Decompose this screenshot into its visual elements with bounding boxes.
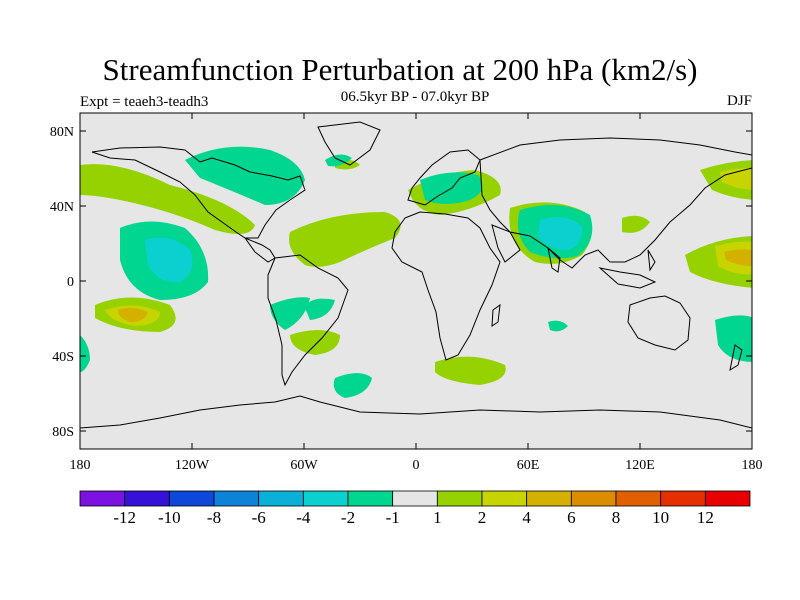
colorbar-swatch [526,490,572,507]
colorbar-labels: -12 -10 -8 -6 -4 -2 -1 1 2 4 6 8 10 12 [113,508,714,527]
lat-labels: 80N 40N 0 40S 80S [50,125,74,440]
chart-subtitle: 06.5kyr BP - 07.0kyr BP [340,89,490,105]
contour-neg1-neg2 [80,146,752,398]
lon-label-60w: 60W [290,458,318,473]
colorbar-swatch [481,490,528,507]
lon-labels: 180 120W 60W 0 60E 120E 180 [70,458,763,473]
colorbar-label: -10 [158,508,181,527]
colorbar-label: -8 [207,508,221,527]
lon-axis [79,113,753,449]
lat-label-40s: 40S [52,350,74,365]
lat-axis [80,130,752,432]
lon-label-180w: 180 [70,458,91,473]
africa-coast [391,211,501,361]
madagascar-coast [491,303,501,327]
colorbar-swatch [213,490,260,507]
lat-label-40n: 40N [50,200,74,215]
colorbar-label: 2 [478,508,487,527]
lon-label-0: 0 [413,458,420,473]
lon-label-60e: 60E [517,458,540,473]
maritime-asia-coast [598,249,657,289]
south-america-coast [267,254,349,387]
colorbar-swatch [168,490,215,507]
colorbar-label: -1 [386,508,400,527]
colorbar-label: -12 [113,508,136,527]
lon-label-180e: 180 [742,458,763,473]
colorbar-swatch [615,490,662,507]
contour-fills [80,146,752,398]
colorbar-label: 1 [433,508,442,527]
coastlines [80,121,752,429]
lat-label-0: 0 [67,275,74,290]
colorbar-swatch [79,490,126,507]
colorbar-label: 12 [697,508,714,527]
lon-label-120e: 120E [625,458,655,473]
lat-label-80s: 80S [52,425,74,440]
colorbar-swatch [302,490,349,507]
experiment-label: Expt = teaeh3-teadh3 [80,94,209,110]
colorbar [79,490,751,507]
colorbar-swatch [124,490,170,507]
colorbar-swatch [436,490,483,507]
colorbar-swatch [660,490,706,507]
contour-4-6 [118,249,752,322]
lon-label-120w: 120W [175,458,210,473]
colorbar-swatch [392,490,438,507]
chart-title: Streamfunction Perturbation at 200 hPa (… [102,52,698,87]
lat-label-80n: 80N [50,125,74,140]
colorbar-swatch [570,490,617,507]
season-label: DJF [726,93,752,109]
australia-coast [627,295,691,351]
greenland-coast [317,121,381,166]
arabia-india-coast [491,224,561,273]
colorbar-label: 6 [567,508,576,527]
contour-neg2-neg4 [145,217,583,283]
new-zealand-coast [729,344,743,372]
colorbar-label: -6 [252,508,266,527]
asia-coast [479,137,752,269]
colorbar-label: -2 [341,508,355,527]
colorbar-label: -4 [296,508,311,527]
colorbar-swatch [704,490,751,507]
colorbar-swatch [258,490,304,507]
colorbar-label: 10 [652,508,669,527]
colorbar-swatch [347,490,394,507]
north-america-coast [91,146,306,239]
colorbar-label: 4 [522,508,531,527]
antarctica-coast [80,395,752,429]
colorbar-label: 8 [612,508,621,527]
